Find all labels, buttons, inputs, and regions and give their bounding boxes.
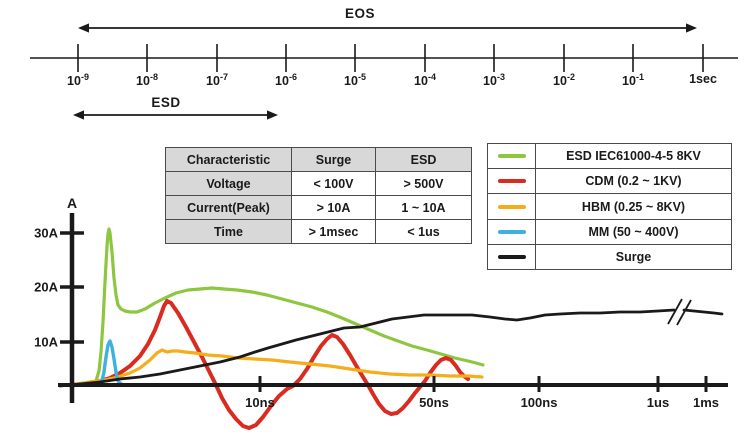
table-cell: < 1us [375,219,472,244]
esd-arrowhead-left [73,110,84,120]
table-header-cell: Surge [291,147,376,172]
timescale-tick-label: 10-6 [275,72,297,89]
y-axis-unit-label: A [66,195,78,211]
legend-item: HBM (0.25 ~ 8KV) [488,194,731,220]
legend-line-swatch [497,204,526,209]
esd-range-label: ESD [151,95,181,110]
eos-range-label: EOS [344,6,376,21]
table-cell: Voltage [165,171,292,196]
timescale-tick-label: 10-9 [67,72,89,89]
legend-line-swatch [497,254,526,259]
axis-break-slash [667,298,683,325]
timescale-tick-label: 10-7 [206,72,228,89]
legend-label: ESD IEC61000-4-5 8KV [566,149,701,164]
timescale-tick-label: 10-4 [414,72,436,89]
y-tick-label: 10A [34,334,58,350]
legend-swatch-cell [488,169,536,194]
legend-label: CDM (0.2 ~ 1KV) [585,174,682,189]
table-header-cell: ESD [375,147,472,172]
legend-item: CDM (0.2 ~ 1KV) [488,169,731,195]
timescale-tick-label: 10-2 [553,72,575,89]
legend-item: Surge [488,244,731,270]
x-tick-label: 50ns [419,395,449,410]
characteristic-table: Characteristic Surge ESD Voltage < 100V > 500… [165,147,472,244]
table-cell: > 10A [291,195,376,220]
curve-black-after-break [682,308,724,316]
curve-blue [97,339,126,387]
timescale-tick-label: 10-8 [136,72,158,89]
y-tick-label: 30A [34,225,58,241]
legend-swatch-cell [488,144,536,169]
timescale-tick-label: 10-3 [483,72,505,89]
esd-arrowhead-right [267,110,278,120]
table-cell: 1 ~ 10A [375,195,472,220]
legend-line-swatch [497,154,526,159]
legend-item: MM (50 ~ 400V) [488,219,731,245]
x-tick-label: 10ns [245,395,275,410]
table-row: Time > 1msec < 1us [165,219,472,244]
timescale-tick-label: 1sec [689,72,717,86]
eos-arrowhead-right [686,23,697,33]
legend-label: HBM (0.25 ~ 8KV) [581,199,686,214]
curve-black [58,308,676,388]
table-header-cell: Characteristic [165,147,292,172]
x-tick-label: 1us [646,395,670,410]
curve-green [90,227,485,387]
waveform-legend: ESD IEC61000-4-5 8KV CDM (0.2 ~ 1KV) HBM (… [487,143,732,270]
legend-label: Surge [615,249,652,264]
y-tick-label: 20A [34,279,58,295]
table-cell: > 500V [375,171,472,196]
axis-break-slash [676,299,692,326]
timescale-tick-label: 10-1 [622,72,644,89]
legend-swatch-cell [488,244,536,270]
x-tick-label: 100ns [520,395,558,410]
legend-swatch-cell [488,194,536,219]
table-cell: Current(Peak) [165,195,292,220]
timescale-tick-label: 10-5 [344,72,366,89]
legend-line-swatch [497,229,526,234]
x-tick-label: 1ms [692,395,720,410]
table-cell: > 1msec [291,219,376,244]
legend-line-swatch [497,179,526,184]
legend-item: ESD IEC61000-4-5 8KV [488,144,731,170]
table-cell: Time [165,219,292,244]
table-cell: < 100V [291,171,376,196]
legend-swatch-cell [488,219,536,244]
table-row: Voltage < 100V > 500V [165,171,472,196]
table-header-row: Characteristic Surge ESD [165,147,472,172]
curve-orange [70,348,484,387]
legend-label: MM (50 ~ 400V) [588,224,679,239]
eos-arrowhead-left [78,23,89,33]
table-row: Current(Peak) > 10A 1 ~ 10A [165,195,472,220]
